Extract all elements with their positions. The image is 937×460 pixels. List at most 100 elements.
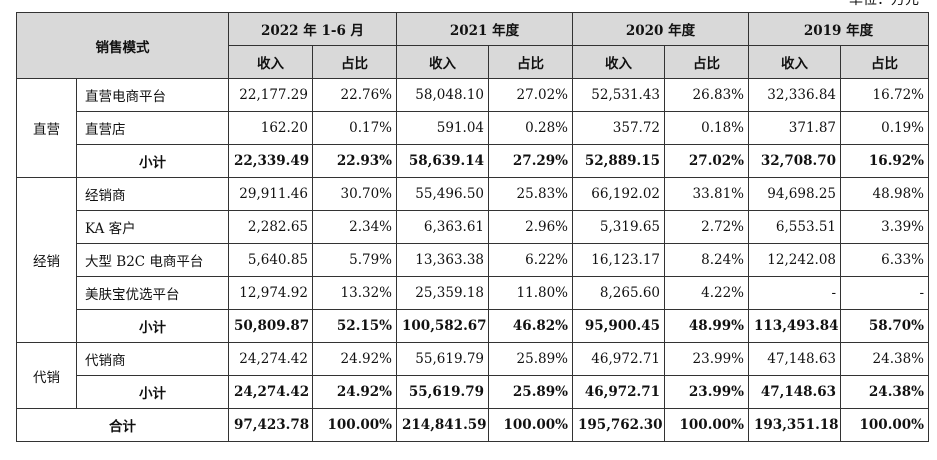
- header-row-periods: 销售模式 2022 年 1-6 月 2021 年度 2020 年度 2019 年…: [16, 12, 930, 79]
- table-cell: 27.29%: [488, 144, 574, 178]
- table-cell: 22,177.29: [228, 78, 313, 112]
- table-cell: 0.19%: [840, 111, 930, 145]
- row-label: 直营店: [76, 111, 229, 145]
- revenue-header: 收入: [396, 45, 490, 79]
- table-row: KA 客户 2,282.65 2.34% 6,363.61 2.96% 5,31…: [17, 210, 930, 244]
- table-cell: 2.96%: [488, 210, 574, 244]
- table-body: 直营 直营电商平台 22,177.29 22.76% 58,048.10 27.…: [16, 78, 930, 442]
- table-cell: 24.38%: [840, 375, 930, 409]
- table-cell: 0.18%: [664, 111, 750, 145]
- period-header: 2022 年 1-6 月: [227, 12, 398, 46]
- group-label: 代销: [16, 342, 77, 409]
- share-header: 占比: [488, 45, 574, 79]
- subtotal-row: 小计 50,809.87 52.15% 100,582.67 46.82% 95…: [17, 309, 930, 343]
- table-cell: 214,841.59: [396, 408, 490, 442]
- table-cell: 55,619.79: [396, 375, 490, 409]
- table-row: 大型 B2C 电商平台 5,640.85 5.79% 13,363.38 6.2…: [17, 243, 930, 277]
- table-cell: 94,698.25: [748, 177, 842, 211]
- table-row: 经销 经销商 29,911.46 30.70% 55,496.50 25.83%…: [16, 177, 930, 343]
- table-row: 美肤宝优选平台 12,974.92 13.32% 25,359.18 11.80…: [17, 276, 930, 310]
- table-cell: 100.00%: [311, 408, 398, 442]
- table-cell: 162.20: [228, 111, 313, 145]
- table-cell: 22.93%: [311, 144, 398, 178]
- table-header: 销售模式 2022 年 1-6 月 2021 年度 2020 年度 2019 年…: [16, 12, 930, 79]
- table-cell: 58,639.14: [396, 144, 490, 178]
- table-cell: 8.24%: [664, 243, 750, 277]
- table-cell: 113,493.84: [748, 309, 842, 343]
- table-cell: 25,359.18: [396, 276, 490, 310]
- table-cell: 6,363.61: [396, 210, 490, 244]
- table-cell: 22.76%: [311, 78, 398, 112]
- table-cell: 58.70%: [840, 309, 930, 343]
- table-cell: 100.00%: [488, 408, 574, 442]
- table-cell: 25.83%: [488, 177, 574, 211]
- table-cell: 12,974.92: [228, 276, 313, 310]
- table-cell: 2.34%: [311, 210, 398, 244]
- row-label: KA 客户: [76, 210, 229, 244]
- subtotal-row: 小计 22,339.49 22.93% 58,639.14 27.29% 52,…: [17, 144, 930, 178]
- table-cell: 26.83%: [664, 78, 750, 112]
- table-cell: 5.79%: [311, 243, 398, 277]
- row-label: 经销商: [76, 177, 229, 211]
- row-label: 大型 B2C 电商平台: [76, 243, 229, 277]
- table-cell: 32,336.84: [748, 78, 842, 112]
- table-cell: 32,708.70: [748, 144, 842, 178]
- table-row: 直营 直营电商平台 22,177.29 22.76% 58,048.10 27.…: [16, 78, 930, 178]
- table-cell: -: [840, 276, 930, 310]
- table-cell: 66,192.02: [572, 177, 666, 211]
- table-row: 直营店 162.20 0.17% 591.04 0.28% 357.72 0.1…: [17, 111, 930, 145]
- table-cell: 100.00%: [664, 408, 750, 442]
- row-label: 直营电商平台: [76, 78, 229, 112]
- row-label: 美肤宝优选平台: [76, 276, 229, 310]
- period-header: 2019 年度: [748, 12, 930, 46]
- share-header: 占比: [840, 45, 930, 79]
- table-cell: 6.22%: [488, 243, 574, 277]
- table-cell: 4.22%: [664, 276, 750, 310]
- table-cell: 2,282.65: [228, 210, 313, 244]
- table-cell: 357.72: [572, 111, 666, 145]
- table-cell: 23.99%: [664, 375, 750, 409]
- table-cell: 46,972.71: [572, 342, 666, 376]
- table-cell: 0.28%: [488, 111, 574, 145]
- table-cell: 0.17%: [311, 111, 398, 145]
- period-header: 2021 年度: [396, 12, 574, 46]
- table-cell: 52.15%: [311, 309, 398, 343]
- revenue-header: 收入: [572, 45, 666, 79]
- revenue-header: 收入: [228, 45, 313, 79]
- table-cell: 46,972.71: [572, 375, 666, 409]
- table-cell: 11.80%: [488, 276, 574, 310]
- table-cell: 13,363.38: [396, 243, 490, 277]
- table-cell: 48.99%: [664, 309, 750, 343]
- table-cell: 591.04: [396, 111, 490, 145]
- table-cell: 30.70%: [311, 177, 398, 211]
- table-cell: 12,242.08: [748, 243, 842, 277]
- table-cell: 100,582.67: [396, 309, 490, 343]
- total-row: 合计 97,423.78 100.00% 214,841.59 100.00% …: [16, 408, 930, 442]
- table-cell: 95,900.45: [572, 309, 666, 343]
- unit-label: 单位：万元: [849, 0, 919, 8]
- table-cell: 100.00%: [840, 408, 930, 442]
- table-cell: 55,496.50: [396, 177, 490, 211]
- row-label: 代销商: [76, 342, 229, 376]
- table-cell: 16.92%: [840, 144, 930, 178]
- group-label: 直营: [16, 78, 77, 178]
- table-cell: 195,762.30: [572, 408, 666, 442]
- table-cell: 50,809.87: [228, 309, 313, 343]
- header-row-metrics: 收入 占比 收入 占比 收入 占比 收入 占比: [17, 45, 930, 79]
- total-label: 合计: [16, 408, 229, 442]
- subtotal-label: 小计: [76, 375, 229, 409]
- table-cell: 24,274.42: [228, 375, 313, 409]
- table-cell: 52,889.15: [572, 144, 666, 178]
- group-label: 经销: [16, 177, 77, 343]
- table-cell: 29,911.46: [228, 177, 313, 211]
- table-cell: 25.89%: [488, 375, 574, 409]
- table-cell: 27.02%: [488, 78, 574, 112]
- table-cell: 97,423.78: [228, 408, 313, 442]
- table-cell: 24.92%: [311, 375, 398, 409]
- table-cell: 24.92%: [311, 342, 398, 376]
- subtotal-label: 小计: [76, 309, 229, 343]
- table-cell: 48.98%: [840, 177, 930, 211]
- period-header: 2020 年度: [572, 12, 750, 46]
- table-cell: 371.87: [748, 111, 842, 145]
- table-cell: 47,148.63: [748, 342, 842, 376]
